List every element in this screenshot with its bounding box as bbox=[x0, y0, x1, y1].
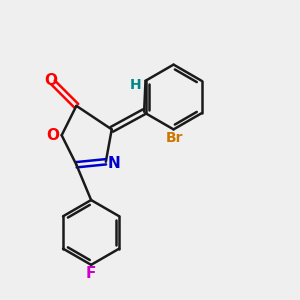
Text: N: N bbox=[108, 156, 121, 171]
Text: H: H bbox=[130, 78, 141, 92]
Text: O: O bbox=[46, 128, 59, 143]
Text: Br: Br bbox=[165, 131, 183, 145]
Text: O: O bbox=[44, 73, 57, 88]
Text: F: F bbox=[86, 266, 96, 280]
